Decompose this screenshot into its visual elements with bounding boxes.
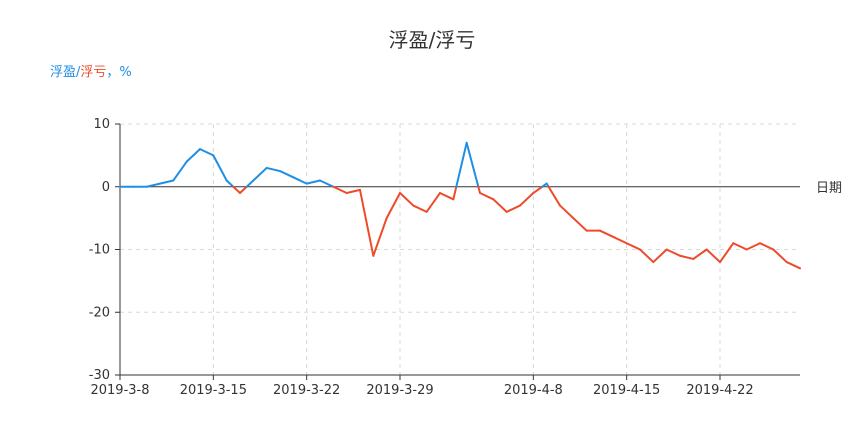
series-segment-positive: [145, 182, 161, 188]
y-tick-label: -10: [89, 243, 110, 258]
series-segment-negative: [232, 185, 241, 195]
series-segment-negative: [479, 192, 495, 201]
series-segment-positive: [225, 179, 235, 188]
series-segment-negative: [759, 242, 775, 251]
series-segment-negative: [477, 185, 481, 195]
series-segment-positive: [292, 176, 308, 185]
series-segment-negative: [547, 185, 561, 207]
series-segment-negative: [399, 192, 415, 207]
y-tick-label: 10: [93, 117, 110, 132]
series-segment-negative: [345, 188, 361, 195]
series-segment-positive: [252, 166, 268, 182]
y-unit-part-0: 浮盈: [50, 65, 76, 80]
series-segment-positive: [305, 179, 321, 185]
series-segment-positive: [455, 141, 468, 188]
y-axis-unit-label: 浮盈/浮亏，%: [50, 65, 132, 80]
series-segment-negative: [519, 192, 535, 207]
y-unit-part-2: 浮亏: [80, 65, 106, 80]
series-segment-negative: [412, 204, 428, 213]
series-segment-negative: [745, 242, 761, 251]
series-segment-negative: [705, 248, 721, 264]
series-segment-negative: [359, 188, 375, 257]
x-tick-label: 2019-4-22: [686, 383, 753, 398]
series-segment-negative: [665, 248, 681, 257]
series-segment-negative: [772, 248, 788, 264]
series-segment-negative: [492, 198, 508, 213]
series-segment-positive: [212, 154, 228, 182]
series-segment-negative: [639, 248, 655, 264]
series-segment-negative: [719, 242, 735, 264]
series-segment-positive: [199, 148, 215, 157]
y-tick-label: -30: [89, 368, 110, 383]
y-tick-label: -20: [89, 305, 110, 320]
x-tick-label: 2019-4-15: [593, 383, 660, 398]
series-segment-negative: [679, 254, 695, 260]
series-segment-negative: [439, 192, 455, 201]
series-segment-positive: [465, 141, 480, 188]
x-tick-label: 2019-4-8: [504, 383, 563, 398]
x-tick-label: 2019-3-29: [366, 383, 433, 398]
series-segment-negative: [532, 185, 544, 195]
series-segment-negative: [652, 248, 668, 264]
chart-title: 浮盈/浮亏: [389, 28, 476, 52]
series-segment-positive: [172, 160, 188, 182]
series-segment-negative: [785, 261, 801, 270]
series-segment-negative: [385, 192, 401, 220]
y-unit-part-1: /: [76, 65, 81, 80]
series-segment-negative: [625, 242, 641, 251]
series-segment-negative: [612, 235, 628, 245]
x-tick-label: 2019-3-15: [180, 383, 247, 398]
series-segment-positive: [245, 179, 255, 188]
series-segment-positive: [279, 170, 295, 179]
x-axis-label: 日期: [816, 181, 842, 196]
y-tick-label: 0: [102, 180, 110, 195]
y-unit-part-3: ，%: [106, 65, 131, 80]
series-lines: [119, 141, 801, 270]
series-segment-negative: [572, 217, 588, 232]
series-segment-negative: [732, 242, 748, 251]
x-tick-label: 2019-3-22: [273, 383, 340, 398]
series-segment-negative: [505, 204, 521, 213]
series-segment-negative: [425, 192, 441, 213]
series-segment-negative: [599, 229, 615, 238]
series-segment-positive: [185, 148, 201, 163]
series-segment-negative: [332, 185, 348, 195]
series-segment-positive: [319, 179, 335, 188]
x-tick-label: 2019-3-8: [90, 383, 149, 398]
series-segment-positive: [265, 166, 281, 173]
series-segment-negative: [692, 248, 708, 260]
series-segment-negative: [239, 185, 248, 195]
grid-lines: [120, 123, 800, 376]
series-segment-negative: [372, 217, 388, 257]
series-segment-positive: [159, 179, 175, 185]
series-segment-negative: [452, 185, 458, 201]
series-segment-negative: [559, 204, 575, 220]
